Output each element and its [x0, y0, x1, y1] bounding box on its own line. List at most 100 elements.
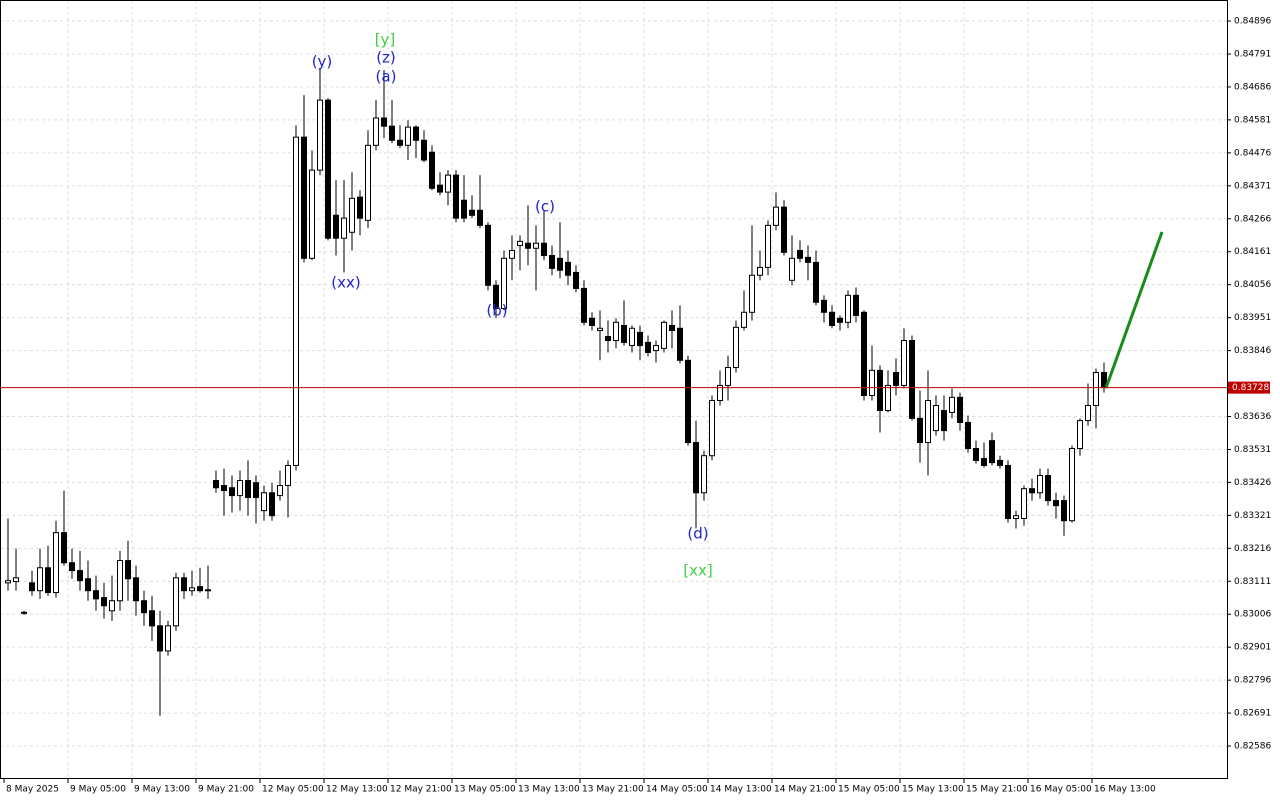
- candle-body: [957, 396, 963, 423]
- candle-body: [637, 331, 643, 347]
- y-tick-label: 0.82586: [1234, 742, 1271, 752]
- candle-body: [245, 480, 251, 498]
- candle-body: [981, 458, 987, 466]
- candle-body: [1037, 474, 1043, 494]
- candle-body: [773, 206, 779, 226]
- candle-body: [669, 324, 675, 331]
- x-tick-label: 14 May 05:00: [646, 785, 708, 795]
- candle-body: [885, 384, 891, 412]
- candle-body: [1093, 372, 1099, 407]
- candle-body: [429, 151, 435, 189]
- candle-body: [453, 174, 459, 219]
- candle-body: [357, 196, 363, 219]
- candle-body: [397, 139, 403, 146]
- candle-body: [61, 532, 67, 564]
- wave-label: (d): [687, 525, 708, 543]
- candle-body: [149, 610, 155, 627]
- candle-body: [829, 311, 835, 326]
- candle-body: [853, 294, 859, 316]
- y-tick-label: 0.83006: [1234, 610, 1271, 620]
- candle-body: [437, 184, 443, 193]
- candle-body: [485, 224, 491, 286]
- candle-body: [869, 369, 875, 396]
- candle-body: [749, 274, 755, 313]
- wave-label: (c): [535, 198, 555, 216]
- x-tick-label: 13 May 21:00: [582, 785, 644, 795]
- candle-body: [501, 257, 507, 310]
- wave-label: (z): [376, 49, 396, 67]
- y-tick-label: 0.84686: [1234, 82, 1271, 92]
- candle-body: [421, 139, 427, 161]
- candle-body: [573, 271, 579, 289]
- candle-body: [733, 326, 739, 369]
- candle-body: [589, 317, 595, 326]
- candle-body: [1029, 488, 1035, 494]
- candle-body: [325, 99, 331, 239]
- candle-body: [517, 240, 523, 246]
- candle-body: [837, 317, 843, 323]
- y-tick-label: 0.84056: [1234, 280, 1271, 290]
- candle-body: [237, 480, 243, 497]
- candle-body: [813, 261, 819, 303]
- y-tick-label: 0.84896: [1234, 17, 1271, 27]
- candle-body: [197, 586, 203, 592]
- candle-body: [693, 442, 699, 494]
- candle-body: [845, 294, 851, 323]
- candle-body: [997, 459, 1003, 466]
- candle-body: [341, 217, 347, 239]
- candle-body: [261, 492, 267, 512]
- y-tick-label: 0.84266: [1234, 214, 1271, 224]
- candle-body: [605, 335, 611, 342]
- y-tick-label: 0.83321: [1234, 511, 1271, 521]
- candle-body: [173, 577, 179, 627]
- candle-body: [797, 249, 803, 259]
- candle-body: [973, 448, 979, 461]
- x-tick-label: 16 May 13:00: [1094, 785, 1156, 795]
- x-tick-label: 15 May 13:00: [902, 785, 964, 795]
- x-tick-label: 12 May 05:00: [262, 785, 324, 795]
- y-tick-label: 0.82691: [1234, 709, 1271, 719]
- candle-body: [285, 464, 291, 487]
- candle-body: [565, 261, 571, 276]
- x-tick-label: 15 May 05:00: [838, 785, 900, 795]
- y-tick-label: 0.84581: [1234, 115, 1271, 125]
- candle-body: [1069, 448, 1075, 522]
- wave-label: [xx]: [683, 562, 712, 580]
- candle-body: [925, 399, 931, 444]
- wave-label: (y): [312, 53, 333, 71]
- y-tick-label: 0.83216: [1234, 544, 1271, 554]
- candle-body: [549, 254, 555, 269]
- y-tick-label: 0.83111: [1234, 577, 1271, 587]
- candle-body: [493, 284, 499, 310]
- candle-body: [933, 405, 939, 432]
- candle-body: [365, 144, 371, 221]
- y-tick-label: 0.82901: [1234, 643, 1271, 653]
- candle-body: [725, 367, 731, 386]
- candle-body: [1077, 420, 1083, 450]
- candle-body: [701, 455, 707, 494]
- candle-body: [941, 410, 947, 432]
- candle-body: [541, 242, 547, 256]
- candle-body: [765, 224, 771, 268]
- candle-body: [37, 567, 43, 592]
- candle-body: [949, 396, 955, 413]
- candle-body: [381, 117, 387, 127]
- candle-body: [181, 577, 187, 592]
- candle-body: [965, 421, 971, 450]
- candle-body: [613, 321, 619, 342]
- x-tick-label: 12 May 21:00: [390, 785, 452, 795]
- candle-body: [653, 345, 659, 352]
- candle-body: [93, 590, 99, 600]
- candle-body: [1045, 474, 1051, 502]
- candle-body: [685, 359, 691, 444]
- y-tick-label: 0.83951: [1234, 313, 1271, 323]
- candle-body: [101, 597, 107, 607]
- candle-body: [1005, 464, 1011, 519]
- candle-body: [229, 487, 235, 497]
- candle-body: [117, 560, 123, 602]
- candle-body: [165, 625, 171, 652]
- candle-body: [909, 340, 915, 419]
- x-tick-label: 9 May 05:00: [70, 785, 126, 795]
- candle-body: [741, 311, 747, 328]
